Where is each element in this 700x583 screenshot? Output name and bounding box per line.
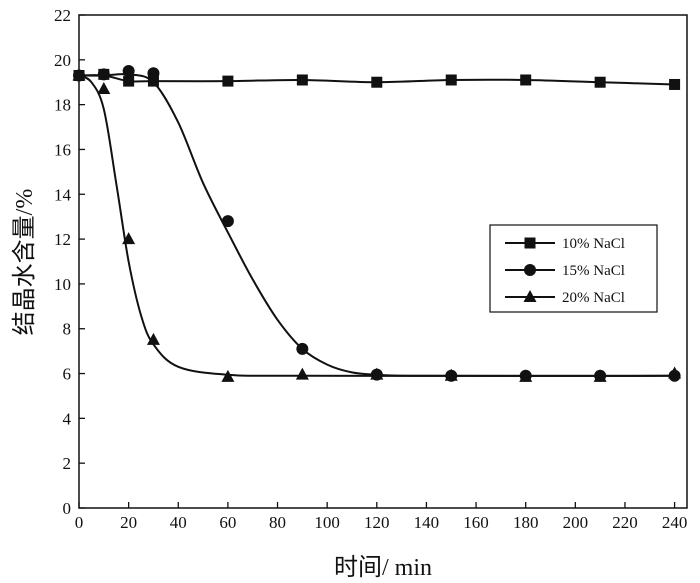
data-point-triangle bbox=[519, 369, 533, 382]
data-point-square bbox=[520, 74, 532, 86]
data-point-square bbox=[296, 74, 308, 86]
y-tick-label: 14 bbox=[54, 185, 72, 204]
y-axis-ticks: 0 2 4 6 8 10 12 14 16 18 20 22 bbox=[54, 6, 85, 518]
x-tick-label: 20 bbox=[120, 513, 137, 532]
x-tick-label: 40 bbox=[170, 513, 187, 532]
series-line-3 bbox=[78, 74, 675, 377]
data-point-triangle bbox=[593, 369, 607, 382]
y-tick-label: 2 bbox=[63, 454, 72, 473]
x-tick-label: 100 bbox=[314, 513, 340, 532]
data-point-triangle bbox=[668, 366, 682, 379]
data-point-triangle bbox=[221, 369, 235, 382]
data-point-triangle bbox=[146, 332, 160, 345]
y-tick-label: 0 bbox=[63, 499, 72, 518]
y-tick-label: 20 bbox=[54, 51, 71, 70]
y-tick-label: 22 bbox=[54, 6, 71, 25]
data-point-square bbox=[222, 75, 234, 87]
x-tick-label: 120 bbox=[364, 513, 390, 532]
x-tick-label: 200 bbox=[563, 513, 589, 532]
data-point-triangle bbox=[97, 81, 111, 94]
legend: 10% NaCl 15% NaCl 20% NaCl bbox=[489, 224, 658, 313]
data-point-square bbox=[371, 76, 383, 88]
y-tick-label: 12 bbox=[54, 230, 71, 249]
data-point-circle bbox=[97, 68, 110, 81]
legend-marker-circle bbox=[524, 264, 536, 276]
legend-label: 20% NaCl bbox=[562, 290, 625, 306]
x-tick-label: 80 bbox=[269, 513, 286, 532]
data-markers bbox=[72, 65, 682, 382]
y-tick-label: 8 bbox=[63, 320, 72, 339]
legend-label: 15% NaCl bbox=[562, 263, 625, 279]
y-tick-label: 10 bbox=[54, 275, 71, 294]
y-axis-title: 结晶水含量/% bbox=[11, 189, 38, 336]
y-tick-label: 16 bbox=[54, 140, 71, 159]
legend-marker-square bbox=[524, 237, 536, 249]
x-tick-label: 0 bbox=[75, 513, 84, 532]
data-point-triangle bbox=[122, 232, 136, 245]
data-point-square bbox=[123, 75, 135, 87]
data-point-circle bbox=[147, 67, 160, 80]
legend-marker-triangle bbox=[523, 290, 537, 302]
data-point-square bbox=[669, 78, 681, 90]
plot-frame bbox=[78, 14, 688, 509]
x-tick-label: 180 bbox=[513, 513, 539, 532]
data-point-square bbox=[445, 74, 457, 86]
data-point-triangle bbox=[370, 367, 384, 380]
x-tick-label: 220 bbox=[612, 513, 638, 532]
x-tick-label: 160 bbox=[463, 513, 489, 532]
data-point-circle bbox=[296, 342, 309, 355]
y-tick-label: 6 bbox=[63, 365, 72, 384]
y-tick-label: 18 bbox=[54, 96, 71, 115]
x-tick-label: 60 bbox=[219, 513, 236, 532]
data-point-triangle bbox=[72, 68, 86, 81]
legend-items: 10% NaCl 15% NaCl 20% NaCl bbox=[505, 236, 625, 306]
data-point-triangle bbox=[295, 367, 309, 380]
data-point-circle bbox=[122, 65, 135, 78]
x-tick-label: 140 bbox=[414, 513, 440, 532]
data-point-triangle bbox=[444, 368, 458, 381]
x-axis-ticks: 0 20 40 60 80 100 120 140 160 180 200 220 240 bbox=[75, 502, 688, 532]
x-tick-label: 240 bbox=[662, 513, 688, 532]
x-axis-title: 时间/ min bbox=[334, 554, 432, 581]
legend-label: 10% NaCl bbox=[562, 236, 625, 252]
y-tick-label: 4 bbox=[63, 409, 72, 428]
data-point-square bbox=[147, 75, 159, 87]
data-point-circle bbox=[221, 215, 234, 228]
data-point-square bbox=[594, 76, 606, 88]
